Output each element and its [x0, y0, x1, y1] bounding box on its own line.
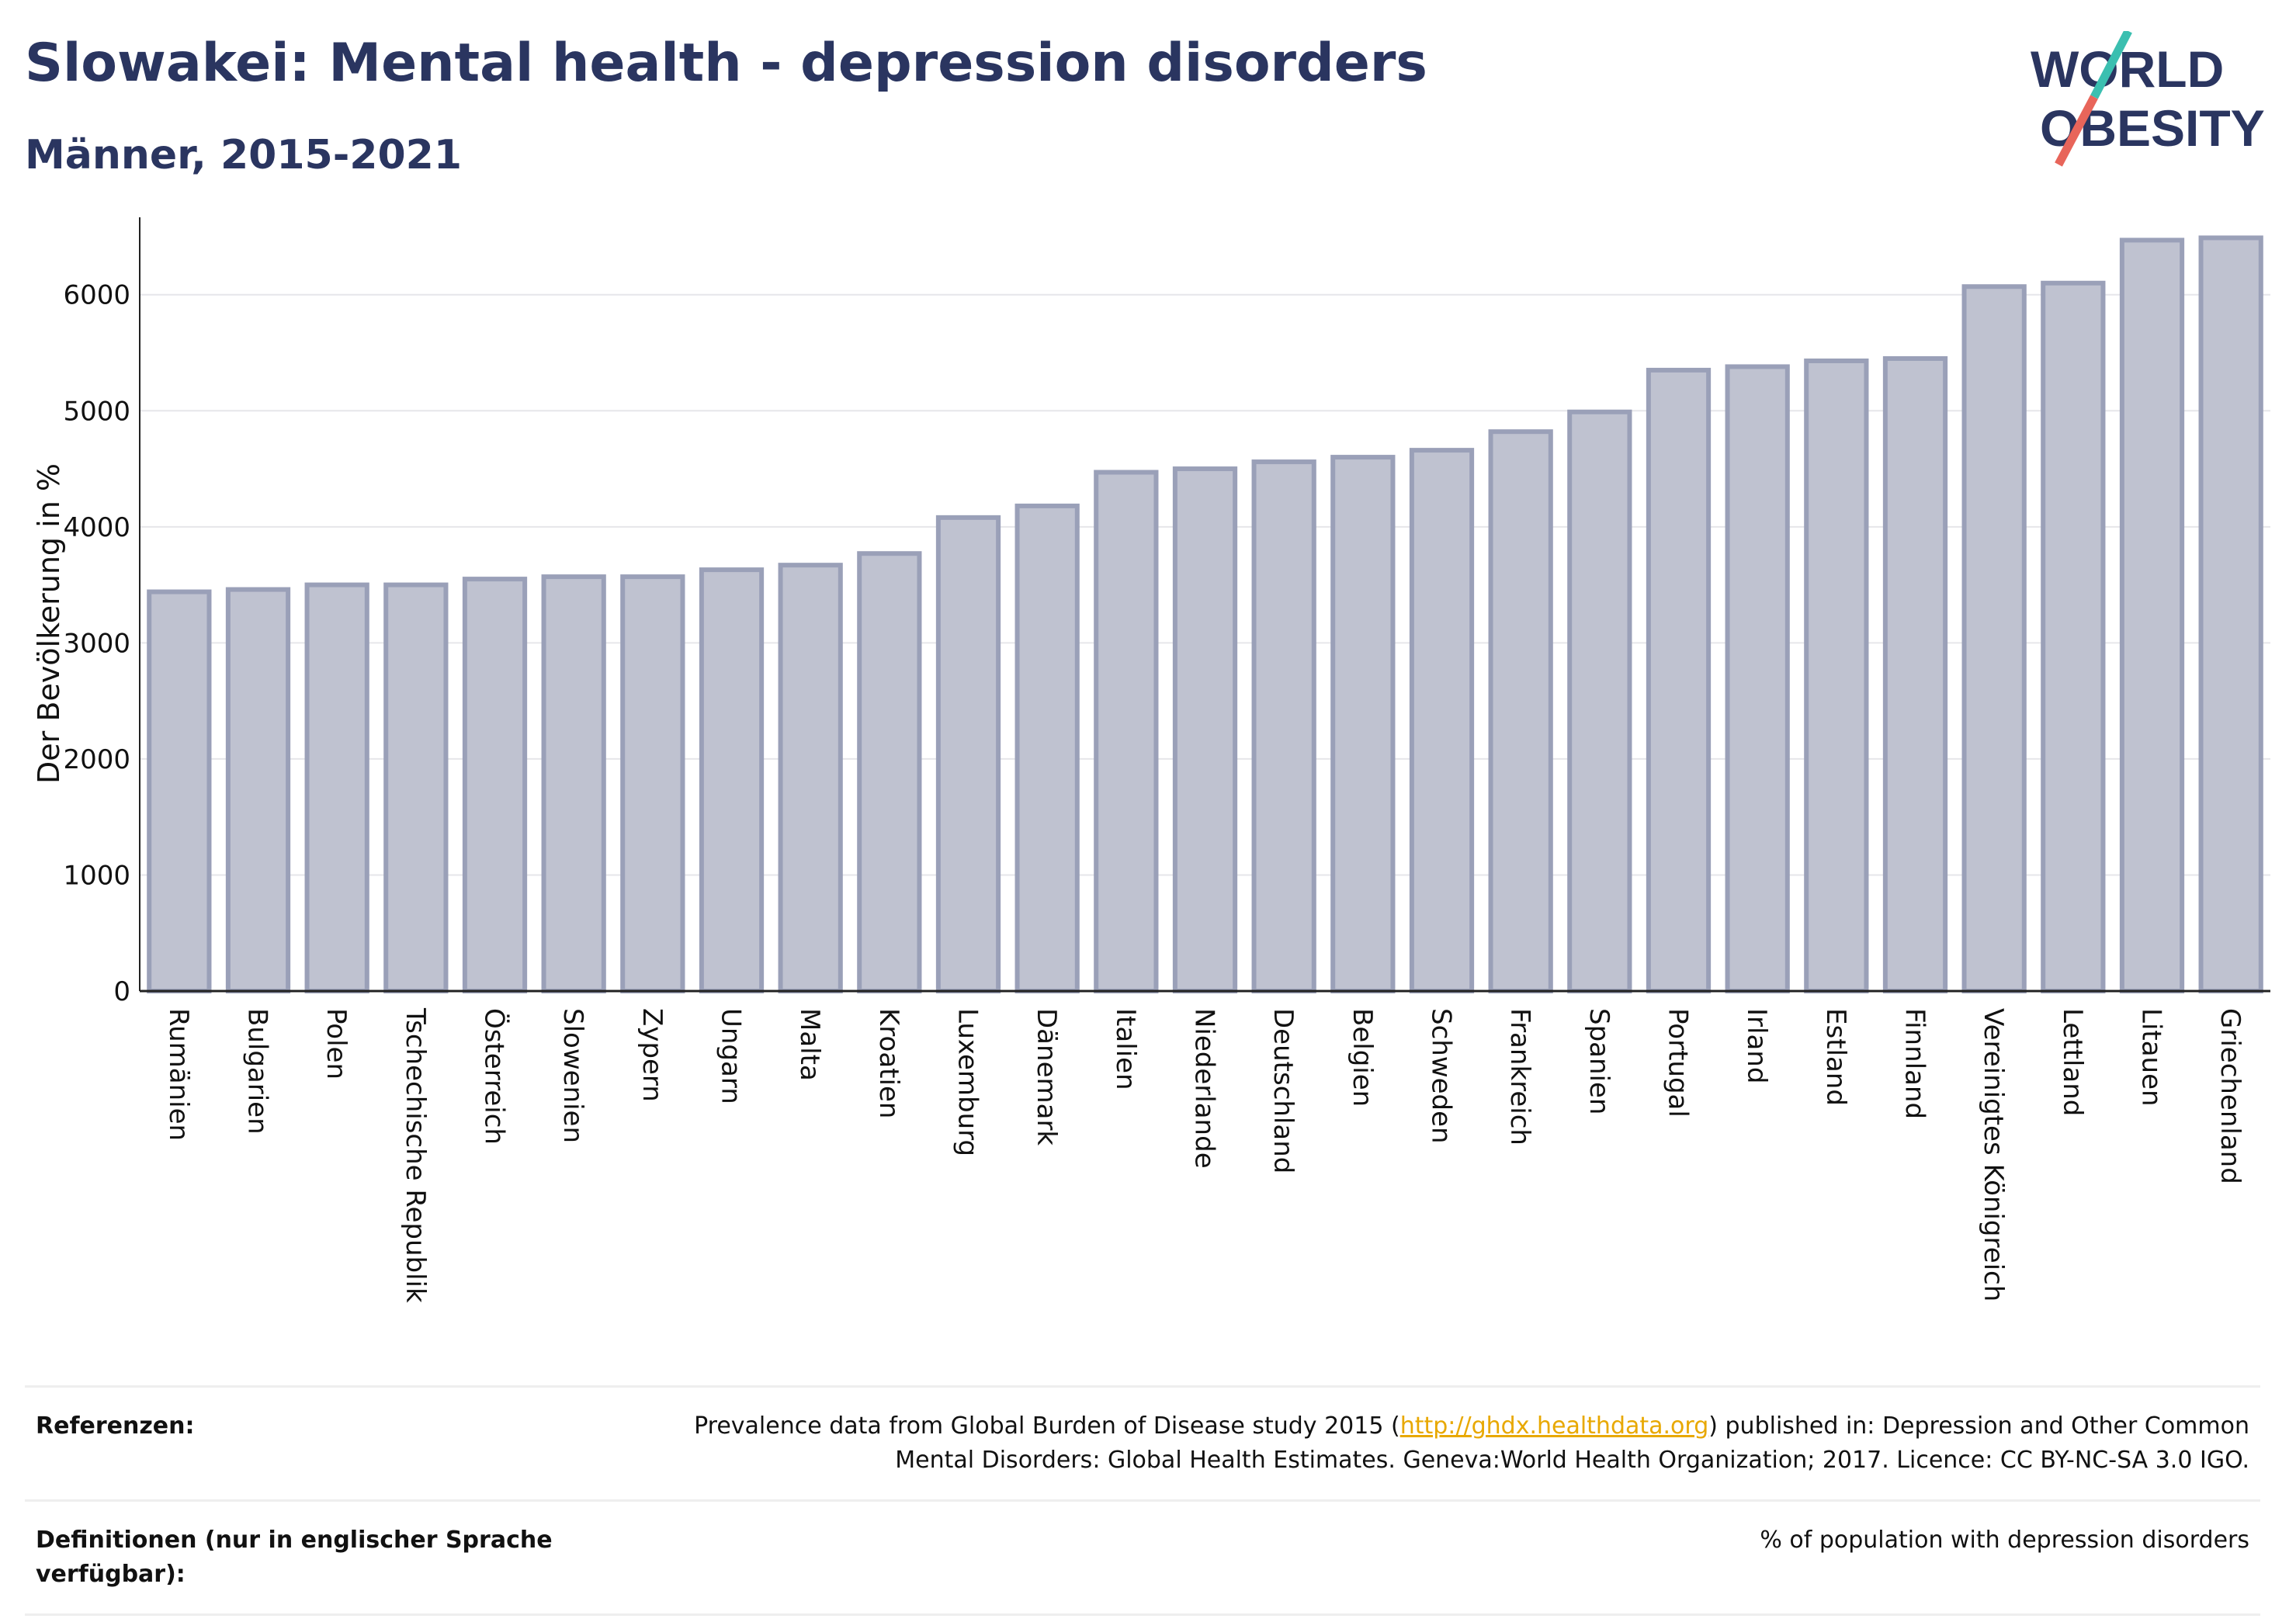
x-tick-label: Zypern: [636, 1008, 668, 1102]
x-tick-label: Malta: [794, 1008, 825, 1081]
bar-18: [1488, 429, 1553, 993]
x-tick-label: Spanien: [1583, 1008, 1614, 1114]
y-tick-label: 2000: [63, 744, 130, 775]
bar-10: [857, 551, 922, 993]
x-tick-label: Luxemburg: [952, 1008, 983, 1156]
x-tick-label: Österreich: [479, 1008, 511, 1145]
bars: [147, 235, 2263, 994]
bar-8: [699, 567, 765, 993]
chart-title: Slowakei: Mental health - depression dis…: [25, 33, 1427, 94]
x-tick-label: Dänemark: [1031, 1008, 1062, 1145]
definitions-text: % of population with depression disorder…: [1760, 1527, 2249, 1554]
x-tick-label: Frankreich: [1504, 1008, 1535, 1145]
references-text: Prevalence data from Global Burden of Di…: [694, 1412, 2249, 1474]
bar-11: [935, 515, 1001, 993]
ghdx-link[interactable]: http://ghdx.healthdata.org: [1399, 1412, 1709, 1440]
x-tick-label: Irland: [1741, 1008, 1772, 1083]
bar-14: [1172, 466, 1238, 993]
x-tick-label: Bulgarien: [242, 1008, 273, 1135]
x-tick-label: Rumänien: [163, 1008, 194, 1141]
x-tick-label: Slowenien: [557, 1008, 588, 1143]
world-obesity-logo: WORLD OBESITY: [2031, 31, 2265, 167]
x-tick-label: Italien: [1110, 1008, 1141, 1090]
references-label: Referenzen:: [36, 1412, 195, 1440]
logo-slash-bottom: [2055, 95, 2098, 167]
x-tick-label: Vereinigtes Königreich: [1978, 1008, 2009, 1301]
y-tick-label: 0: [113, 976, 130, 1007]
x-tick-label: Belgien: [1347, 1008, 1378, 1107]
bar-2: [225, 587, 291, 993]
bar-25: [2041, 280, 2106, 994]
x-tick-label: Ungarn: [716, 1008, 747, 1104]
x-tick-label: Schweden: [1426, 1008, 1457, 1144]
x-tick-label: Finnland: [1899, 1008, 1930, 1119]
y-tick-label: 5000: [63, 396, 130, 427]
logo-slash-top: [2090, 31, 2132, 99]
bar-5: [462, 577, 528, 993]
y-tick-labels: 0 1000 2000 3000 4000 5000 6000: [63, 280, 130, 1007]
y-tick-label: 3000: [63, 628, 130, 659]
definitions-label: Definitionen (nur in englischer Sprache …: [36, 1527, 553, 1588]
x-tick-label: Polen: [321, 1008, 352, 1080]
bar-4: [383, 582, 449, 993]
x-tick-label: Niederlande: [1189, 1008, 1220, 1169]
y-tick-label: 6000: [63, 280, 130, 311]
y-axis-label: Der Bevölkerung in %: [32, 463, 66, 784]
bar-19: [1567, 409, 1632, 993]
bar-17: [1409, 448, 1475, 993]
x-tick-label: Deutschland: [1268, 1008, 1299, 1173]
bar-6: [541, 574, 606, 993]
x-tick-label: Lettland: [2057, 1008, 2088, 1116]
x-tick-label: Kroatien: [873, 1008, 904, 1118]
bar-chart: 0 1000 2000 3000 4000 5000 6000 Rumänien Bulgar…: [32, 217, 2270, 1303]
x-tick-label: Griechenland: [2214, 1008, 2246, 1184]
bar-24: [1961, 284, 2027, 993]
bar-3: [304, 582, 369, 993]
bar-13: [1094, 470, 1159, 993]
bar-22: [1804, 358, 1869, 993]
bar-20: [1646, 367, 1712, 993]
bar-27: [2198, 235, 2263, 993]
definitions-row: Definitionen (nur in englischer Sprache …: [25, 1499, 2260, 1616]
bar-16: [1330, 455, 1396, 993]
bar-7: [620, 574, 685, 993]
x-tick-label: Estland: [1820, 1008, 1851, 1106]
bar-23: [1882, 355, 1948, 993]
x-tick-labels: Rumänien Bulgarien Polen Tschechische Repub…: [163, 1007, 2246, 1303]
logo-line1: WORLD: [2031, 40, 2224, 98]
references-row: Referenzen: Prevalence data from Global …: [25, 1385, 2260, 1499]
y-tick-label: 4000: [63, 512, 130, 543]
bar-26: [2119, 237, 2185, 993]
y-tick-label: 1000: [63, 860, 130, 891]
x-tick-label: Portugal: [1663, 1008, 1694, 1118]
x-tick-label: Litauen: [2136, 1008, 2167, 1107]
bar-21: [1725, 364, 1790, 994]
chart-subtitle: Männer, 2015-2021: [25, 132, 463, 178]
bar-15: [1251, 459, 1316, 993]
bar-9: [778, 563, 843, 993]
x-tick-label: Tschechische Republik: [400, 1007, 431, 1303]
references-table: Referenzen: Prevalence data from Global …: [25, 1385, 2260, 1616]
bar-1: [147, 589, 212, 993]
bar-12: [1014, 503, 1080, 993]
